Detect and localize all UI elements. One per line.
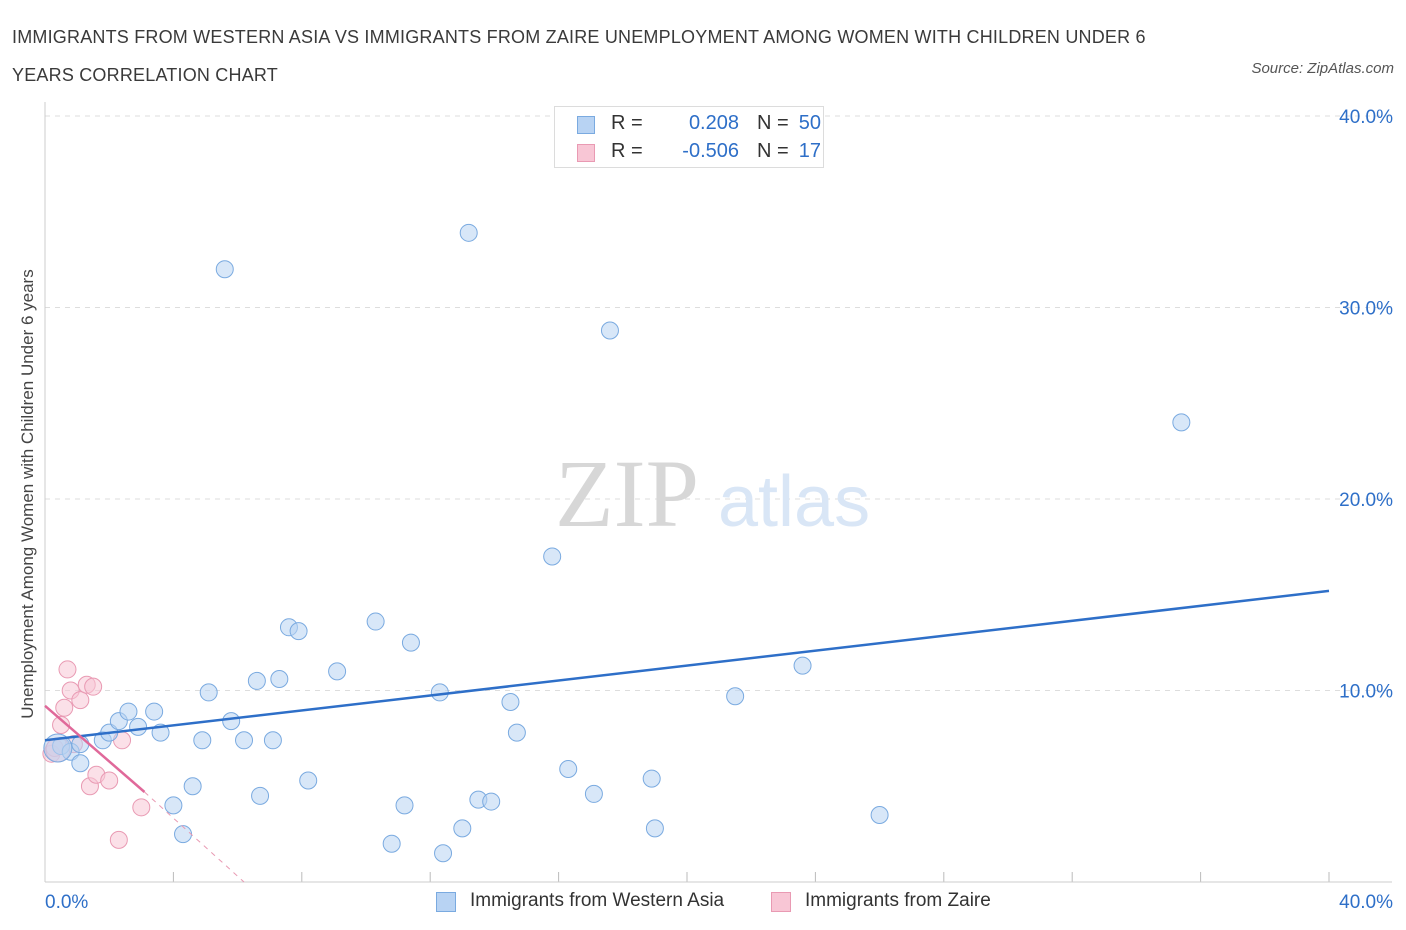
legend-label: Immigrants from Western Asia bbox=[470, 890, 725, 911]
x-tick-label-min: 0.0% bbox=[45, 892, 88, 913]
western-asia-point[interactable] bbox=[559, 760, 578, 779]
x-tick-label-max: 40.0% bbox=[1339, 892, 1393, 913]
zaire-point[interactable] bbox=[52, 715, 71, 734]
western-asia-point[interactable] bbox=[395, 796, 414, 815]
western-asia-point[interactable] bbox=[459, 223, 478, 242]
western-asia-point[interactable] bbox=[453, 819, 472, 838]
western-asia-point[interactable] bbox=[642, 769, 661, 788]
western-asia-point[interactable] bbox=[482, 792, 501, 811]
western-asia-point[interactable] bbox=[434, 844, 453, 863]
watermark-atlas: atlas bbox=[718, 462, 870, 542]
western-asia-point[interactable] bbox=[793, 656, 812, 675]
zaire-point[interactable] bbox=[132, 798, 151, 817]
western-asia-point[interactable] bbox=[43, 733, 73, 763]
western-asia-point[interactable] bbox=[247, 671, 266, 690]
zaire-point[interactable] bbox=[71, 691, 90, 710]
zaire-swatch bbox=[577, 144, 595, 162]
western-asia-point[interactable] bbox=[129, 717, 148, 736]
western-asia-point[interactable] bbox=[251, 786, 270, 805]
western-asia-point[interactable] bbox=[382, 834, 401, 853]
western-asia-point[interactable] bbox=[1172, 413, 1191, 432]
western-asia-legend-swatch bbox=[436, 892, 456, 912]
zaire-trend-line bbox=[44, 704, 146, 793]
y-tick-label: 10.0% bbox=[1339, 682, 1393, 703]
western-asia-point[interactable] bbox=[501, 692, 520, 711]
zaire-legend-swatch bbox=[771, 892, 791, 912]
zaire-point[interactable] bbox=[84, 677, 103, 696]
x-axis-ticks bbox=[44, 872, 1330, 882]
n-value: 17 bbox=[798, 140, 821, 162]
western-asia-point[interactable] bbox=[199, 683, 218, 702]
gridlines bbox=[45, 115, 1392, 691]
zaire-point[interactable] bbox=[58, 660, 77, 679]
source-label: Source: ZipAtlas.com bbox=[1251, 60, 1394, 77]
r-label: R = bbox=[611, 140, 643, 162]
western-asia-point[interactable] bbox=[328, 662, 347, 681]
western-asia-point[interactable] bbox=[299, 771, 318, 790]
western-asia-point[interactable] bbox=[71, 735, 90, 754]
western-asia-point[interactable] bbox=[193, 731, 212, 750]
y-tick-label: 30.0% bbox=[1339, 299, 1393, 320]
n-value: 50 bbox=[798, 112, 821, 134]
western-asia-point[interactable] bbox=[270, 670, 289, 689]
zaire-point[interactable] bbox=[100, 771, 119, 790]
western-asia-point[interactable] bbox=[401, 633, 420, 652]
zaire-trend-extension bbox=[144, 791, 245, 883]
western-asia-point[interactable] bbox=[145, 702, 164, 721]
watermark-zip: ZIP bbox=[555, 440, 699, 547]
y-tick-label: 20.0% bbox=[1339, 490, 1393, 511]
western-asia-point[interactable] bbox=[543, 547, 562, 566]
stats-box: R = 0.208 N = 50 R = -0.506 N = 17 bbox=[554, 106, 824, 168]
r-label: R = bbox=[611, 112, 643, 134]
western-asia-point[interactable] bbox=[119, 702, 138, 721]
western-asia-point[interactable] bbox=[183, 777, 202, 796]
western-asia-point[interactable] bbox=[222, 712, 241, 731]
y-tick-label: 40.0% bbox=[1339, 107, 1393, 128]
legend-label: Immigrants from Zaire bbox=[805, 890, 991, 911]
western-asia-point[interactable] bbox=[71, 754, 90, 773]
y-tick-labels: 10.0% 20.0% 30.0% 40.0% bbox=[1339, 107, 1393, 703]
western-asia-point[interactable] bbox=[289, 622, 308, 641]
western-asia-point[interactable] bbox=[174, 825, 193, 844]
western-asia-point[interactable] bbox=[645, 819, 664, 838]
western-asia-point[interactable] bbox=[263, 731, 282, 750]
n-label: N = bbox=[757, 140, 789, 162]
western-asia-trend-line bbox=[44, 589, 1330, 742]
trend-lines bbox=[44, 589, 1330, 883]
western-asia-point[interactable] bbox=[164, 796, 183, 815]
chart-title: IMMIGRANTS FROM WESTERN ASIA VS IMMIGRAN… bbox=[12, 27, 1146, 85]
western-asia-point[interactable] bbox=[726, 687, 745, 706]
western-asia-point[interactable] bbox=[584, 784, 603, 803]
western-asia-point[interactable] bbox=[235, 731, 254, 750]
r-value: -0.506 bbox=[682, 140, 739, 162]
western-asia-swatch bbox=[577, 116, 595, 134]
n-label: N = bbox=[757, 112, 789, 134]
western-asia-point[interactable] bbox=[870, 805, 889, 824]
western-asia-point[interactable] bbox=[600, 321, 619, 340]
western-asia-point[interactable] bbox=[366, 612, 385, 631]
western-asia-point[interactable] bbox=[215, 260, 234, 279]
zaire-point[interactable] bbox=[55, 698, 74, 717]
zaire-point[interactable] bbox=[109, 830, 128, 849]
western-asia-point[interactable] bbox=[507, 723, 526, 742]
r-value: 0.208 bbox=[688, 112, 739, 134]
